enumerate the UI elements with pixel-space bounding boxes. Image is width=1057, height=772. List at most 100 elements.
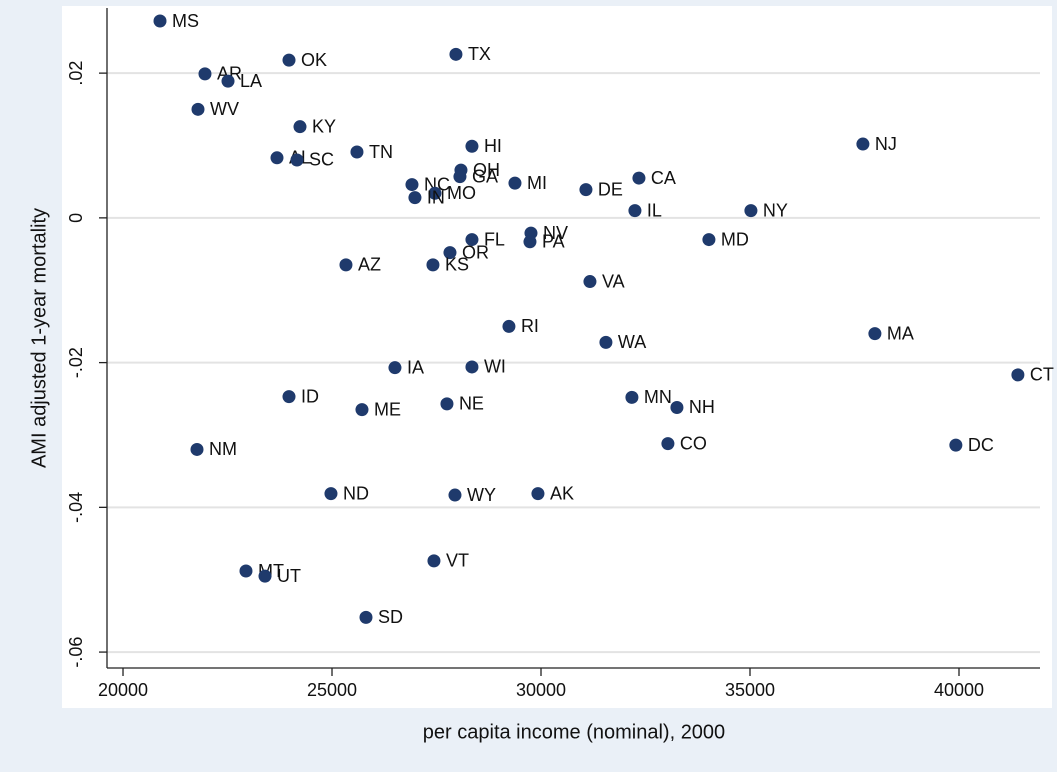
point (443, 246, 457, 260)
point-label: SD (378, 607, 403, 627)
y-tick-label: .02 (66, 61, 86, 86)
point (359, 610, 373, 624)
point-label: TN (369, 142, 393, 162)
point (661, 437, 675, 451)
point (583, 275, 597, 289)
y-tick-label: -.04 (66, 492, 86, 523)
point (448, 488, 462, 502)
point (744, 204, 758, 218)
point-label: CO (680, 433, 707, 453)
point (355, 403, 369, 417)
point (221, 74, 235, 88)
plot-region (62, 6, 1052, 708)
point-label: WA (618, 332, 646, 352)
point (290, 153, 304, 167)
point-label: IN (427, 187, 445, 207)
point-label: WV (210, 99, 239, 119)
point-label: IA (407, 357, 424, 377)
point (282, 390, 296, 404)
point (350, 145, 364, 159)
x-tick-label: 25000 (307, 680, 357, 700)
point (239, 564, 253, 578)
point-label: SC (309, 150, 334, 170)
point-label: NJ (875, 134, 897, 154)
point (270, 151, 284, 165)
point-label: OH (473, 160, 500, 180)
point-label: GA (472, 166, 498, 186)
point-label: OK (301, 50, 327, 70)
y-tick-label: 0 (66, 213, 86, 223)
point-label: HI (484, 136, 502, 156)
y-axis-title: AMI adjusted 1-year mortality (28, 208, 50, 468)
point-label: VA (602, 271, 625, 291)
point (388, 361, 402, 375)
point-label: KY (312, 116, 336, 136)
point-label: NM (209, 439, 237, 459)
point-label: ND (343, 483, 369, 503)
point-label: KS (445, 255, 469, 275)
point (465, 360, 479, 374)
x-axis-title: per capita income (nominal), 2000 (423, 721, 725, 743)
point-label: CA (651, 168, 676, 188)
point-label: NV (543, 223, 568, 243)
point (405, 178, 419, 192)
point (1011, 368, 1025, 382)
point-label: MI (527, 173, 547, 193)
point-label: AK (550, 483, 574, 503)
point (427, 554, 441, 568)
point (449, 47, 463, 61)
point-label: RI (521, 316, 539, 336)
point (198, 67, 212, 81)
point-label: ME (374, 399, 401, 419)
point-label: DE (598, 179, 623, 199)
point-label: MO (447, 183, 476, 203)
point-label: MD (721, 229, 749, 249)
point-label: DC (968, 435, 994, 455)
x-tick-label: 20000 (98, 680, 148, 700)
point (324, 487, 338, 501)
point (293, 120, 307, 134)
point (465, 233, 479, 247)
x-tick-label: 40000 (934, 680, 984, 700)
point-label: WI (484, 357, 506, 377)
point-label: NE (459, 394, 484, 414)
y-tick-label: -.02 (66, 347, 86, 378)
point-label: MN (644, 387, 672, 407)
x-tick-label: 35000 (725, 680, 775, 700)
point (502, 319, 516, 333)
point-label: MA (887, 323, 914, 343)
point (632, 171, 646, 185)
point (258, 569, 272, 583)
point (408, 191, 422, 205)
point (453, 170, 467, 184)
point-label: NY (763, 200, 788, 220)
point-label: CT (1030, 365, 1054, 385)
point (670, 400, 684, 414)
point (191, 102, 205, 116)
point-label: NH (689, 397, 715, 417)
x-tick-label: 30000 (516, 680, 566, 700)
point (190, 442, 204, 456)
point-label: VT (446, 551, 469, 571)
point-label: PA (542, 232, 565, 252)
point (628, 204, 642, 218)
point (508, 176, 522, 190)
point (153, 14, 167, 28)
point (531, 487, 545, 501)
point-label: ID (301, 386, 319, 406)
point (339, 258, 353, 272)
point (949, 438, 963, 452)
point (523, 235, 537, 249)
point (440, 397, 454, 411)
point-label: IL (647, 200, 662, 220)
point (465, 139, 479, 153)
point (856, 137, 870, 151)
point (599, 335, 613, 349)
point (868, 327, 882, 341)
point (625, 390, 639, 404)
point (579, 183, 593, 197)
y-tick-label: -.06 (66, 637, 86, 668)
point-label: OR (462, 242, 489, 262)
point-label: TX (468, 44, 491, 64)
